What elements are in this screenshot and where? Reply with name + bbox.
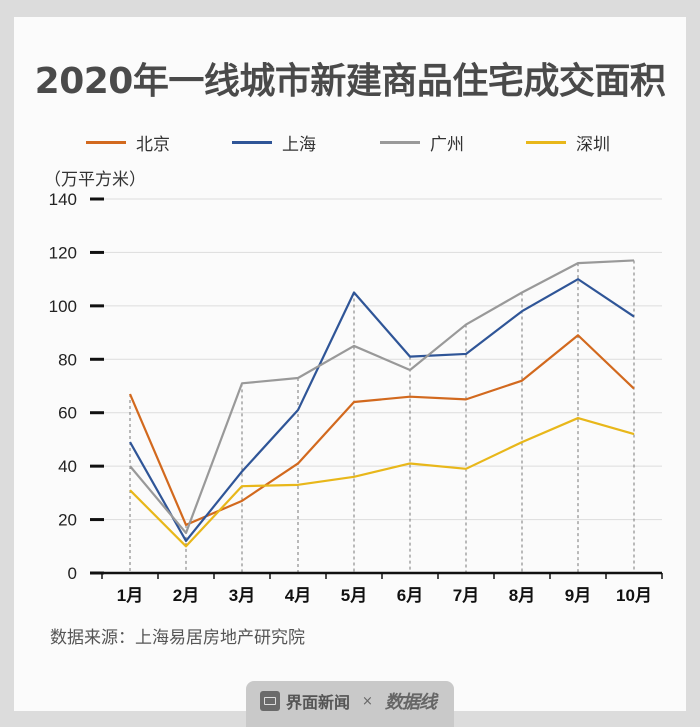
legend-label: 深圳	[576, 135, 610, 155]
footer-brands: 界面新闻 × 数据线	[260, 688, 437, 714]
y-axis: 0 20 40 60 80 100 120 140	[49, 190, 104, 583]
x-tick-label: 2月	[173, 586, 199, 605]
legend-swatch-guangzhou	[380, 141, 420, 144]
legend-label: 北京	[136, 135, 170, 155]
data-source: 数据来源：上海易居房地产研究院	[50, 628, 305, 648]
brand-shujuxian-logo: 数据线	[384, 692, 437, 713]
gridlines	[104, 198, 662, 521]
legend-item-beijing: 北京	[86, 130, 170, 155]
legend-item-shanghai: 上海	[232, 130, 316, 155]
legend-item-shenzhen: 深圳	[526, 130, 610, 155]
y-tick-label: 80	[58, 350, 77, 369]
x-tick-label: 9月	[565, 586, 591, 605]
y-tick-label: 40	[58, 457, 77, 476]
jiemian-logo-icon	[260, 691, 280, 711]
y-tick-label: 0	[68, 564, 77, 583]
x-tick-label: 8月	[509, 586, 535, 605]
x-tick-label: 3月	[229, 586, 255, 605]
x-tick-label: 5月	[341, 586, 367, 605]
legend-swatch-shanghai	[232, 141, 272, 144]
legend: 北京 上海 广州 深圳	[0, 130, 700, 155]
x-tick-label: 4月	[285, 586, 311, 605]
separator: ×	[362, 693, 373, 709]
chart-title: 2020年一线城市新建商品住宅成交面积	[34, 61, 666, 102]
legend-swatch-shenzhen	[526, 141, 566, 144]
y-tick-label: 20	[58, 511, 77, 530]
legend-label: 上海	[282, 135, 316, 155]
legend-item-guangzhou: 广州	[380, 130, 464, 155]
x-tick-label: 6月	[397, 586, 423, 605]
x-axis: 1月 2月 3月 4月 5月 6月 7月 8月 9月 10月	[90, 571, 663, 605]
legend-label: 广州	[430, 135, 464, 155]
brand-jiemian: 界面新闻	[286, 693, 351, 712]
y-axis-unit: （万平方米）	[44, 170, 146, 190]
x-tick-label: 7月	[453, 586, 479, 605]
y-tick-label: 140	[49, 190, 77, 209]
legend-swatch-beijing	[86, 141, 126, 144]
series-line-上海	[129, 278, 635, 543]
x-tick-label: 10月	[616, 586, 652, 605]
series-line-广州	[129, 259, 635, 535]
chart-card	[14, 17, 686, 711]
footer-tab	[246, 681, 454, 727]
y-tick-label: 120	[49, 243, 77, 262]
series-lines	[128, 259, 635, 548]
x-tick-label: 1月	[117, 586, 143, 605]
series-line-北京	[128, 334, 635, 527]
y-tick-label: 100	[49, 297, 77, 316]
y-tick-label: 60	[58, 404, 77, 423]
series-line-深圳	[129, 416, 635, 548]
